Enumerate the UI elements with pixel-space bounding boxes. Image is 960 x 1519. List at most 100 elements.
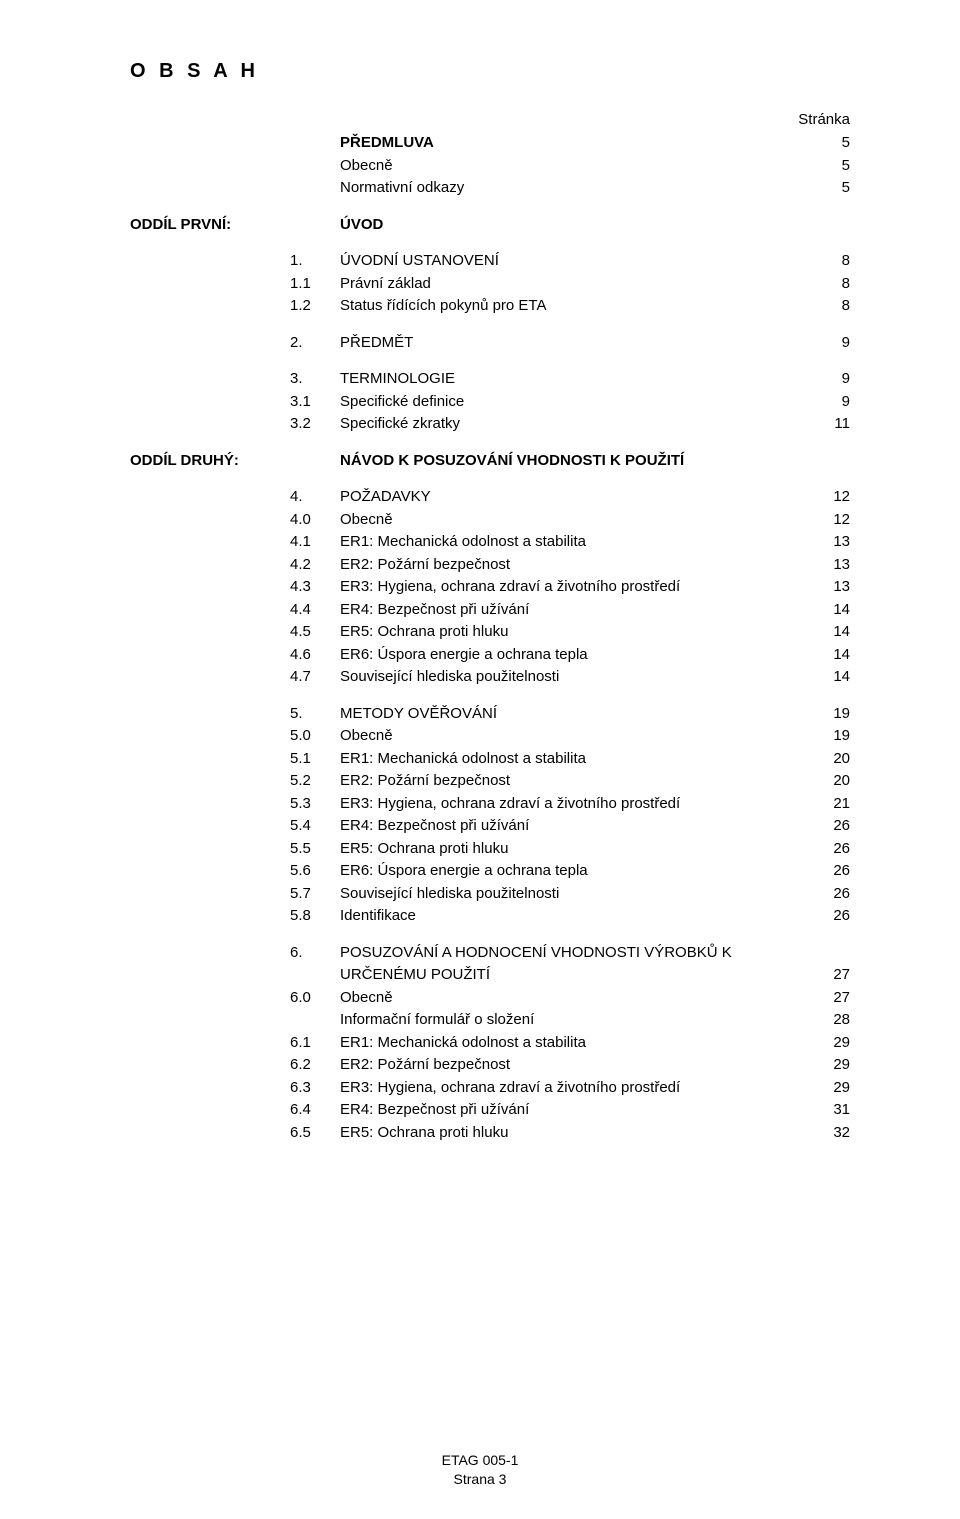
doc-title: O B S A H: [130, 60, 850, 83]
toc-row: 4.1ER1: Mechanická odolnost a stabilita1…: [130, 531, 850, 554]
toc-row: 4.5ER5: Ochrana proti hluku14: [130, 621, 850, 644]
toc-num: 4.1: [290, 531, 340, 554]
toc-row: 1. ÚVODNÍ USTANOVENÍ 8: [130, 250, 850, 273]
toc-num: 2.: [290, 332, 340, 355]
toc-row: 6.3ER3: Hygiena, ochrana zdraví a životn…: [130, 1077, 850, 1100]
toc-label: ER3: Hygiena, ochrana zdraví a životního…: [340, 1077, 810, 1100]
toc-label: ER6: Úspora energie a ochrana tepla: [340, 860, 810, 883]
toc-label: METODY OVĚŘOVÁNÍ: [340, 703, 810, 726]
toc-num: 6.4: [290, 1099, 340, 1122]
toc-row: PŘEDMLUVA 5: [130, 132, 850, 155]
toc-label: ER2: Požární bezpečnost: [340, 770, 810, 793]
toc-num: 5.3: [290, 793, 340, 816]
part-title: NÁVOD K POSUZOVÁNÍ VHODNOSTI K POUŽITÍ: [340, 450, 810, 473]
toc-row: 1.2 Status řídících pokynů pro ETA 8: [130, 295, 850, 318]
toc-label: ER5: Ochrana proti hluku: [340, 621, 810, 644]
toc-label: ER5: Ochrana proti hluku: [340, 1122, 810, 1145]
toc-page: 26: [810, 883, 850, 906]
page: O B S A H Stránka PŘEDMLUVA 5 Obecně 5 N…: [0, 0, 960, 1519]
toc-page: 26: [810, 860, 850, 883]
part-title: ÚVOD: [340, 214, 810, 237]
toc-part-row: ODDÍL DRUHÝ: NÁVOD K POSUZOVÁNÍ VHODNOST…: [130, 450, 850, 473]
toc-row: 6.POSUZOVÁNÍ A HODNOCENÍ VHODNOSTI VÝROB…: [130, 942, 850, 987]
toc-page: 8: [810, 273, 850, 296]
toc-row: 3.1 Specifické definice 9: [130, 391, 850, 414]
toc-row: 6.1ER1: Mechanická odolnost a stabilita2…: [130, 1032, 850, 1055]
toc-page: 29: [810, 1077, 850, 1100]
toc-row: 6.4ER4: Bezpečnost při užívání31: [130, 1099, 850, 1122]
toc-row: 5.1ER1: Mechanická odolnost a stabilita2…: [130, 748, 850, 771]
toc-num: 4.5: [290, 621, 340, 644]
toc-page: 12: [810, 509, 850, 532]
toc-page: 31: [810, 1099, 850, 1122]
toc-num: 1.2: [290, 295, 340, 318]
toc-num: 5.5: [290, 838, 340, 861]
toc-label: Obecně: [340, 155, 810, 178]
toc-num: 5.4: [290, 815, 340, 838]
toc-page: 5: [810, 132, 850, 155]
toc-page: 27: [810, 987, 850, 1010]
toc-row: 4.2ER2: Požární bezpečnost13: [130, 554, 850, 577]
toc-page: 5: [810, 177, 850, 200]
toc-row: 4.6ER6: Úspora energie a ochrana tepla14: [130, 644, 850, 667]
toc-page: 9: [810, 368, 850, 391]
toc-label: ER3: Hygiena, ochrana zdraví a životního…: [340, 576, 810, 599]
toc-row: 5.7Související hlediska použitelnosti26: [130, 883, 850, 906]
toc-row: 3.2 Specifické zkratky 11: [130, 413, 850, 436]
toc-page: 29: [810, 1054, 850, 1077]
toc-num: 6.1: [290, 1032, 340, 1055]
toc-page: 21: [810, 793, 850, 816]
toc-page: 13: [810, 531, 850, 554]
toc-label: Právní základ: [340, 273, 810, 296]
toc-page: 14: [810, 666, 850, 689]
toc-label: ER2: Požární bezpečnost: [340, 554, 810, 577]
toc-row: 6.0Obecně27: [130, 987, 850, 1010]
toc-label: ER4: Bezpečnost při užívání: [340, 1099, 810, 1122]
toc-label: ER1: Mechanická odolnost a stabilita: [340, 531, 810, 554]
toc-row: 4.0Obecně12: [130, 509, 850, 532]
toc-page: 9: [810, 332, 850, 355]
toc-label: Specifické zkratky: [340, 413, 810, 436]
toc-row: 4.3ER3: Hygiena, ochrana zdraví a životn…: [130, 576, 850, 599]
toc-num: 4.6: [290, 644, 340, 667]
toc-label: Obecně: [340, 509, 810, 532]
toc-row: 3. TERMINOLOGIE 9: [130, 368, 850, 391]
toc-page: 14: [810, 599, 850, 622]
toc-num: 6.0: [290, 987, 340, 1010]
toc-row: 5.6ER6: Úspora energie a ochrana tepla26: [130, 860, 850, 883]
toc-row: Informační formulář o složení28: [130, 1009, 850, 1032]
toc-page: 19: [810, 725, 850, 748]
toc-row: 5.5ER5: Ochrana proti hluku26: [130, 838, 850, 861]
toc-row: 6.5ER5: Ochrana proti hluku32: [130, 1122, 850, 1145]
toc-row: 5.0Obecně19: [130, 725, 850, 748]
toc-label: Identifikace: [340, 905, 810, 928]
toc-num: 3.: [290, 368, 340, 391]
toc-page: 19: [810, 703, 850, 726]
footer: ETAG 005-1 Strana 3: [0, 1451, 960, 1489]
toc-label: ER3: Hygiena, ochrana zdraví a životního…: [340, 793, 810, 816]
toc-num: 5.0: [290, 725, 340, 748]
toc-label: ER1: Mechanická odolnost a stabilita: [340, 1032, 810, 1055]
stranka-label: Stránka: [130, 111, 850, 128]
toc-page: 5: [810, 155, 850, 178]
toc-row: Normativní odkazy 5: [130, 177, 850, 200]
toc-page: 29: [810, 1032, 850, 1055]
toc-num: 4.7: [290, 666, 340, 689]
toc-num: 5.: [290, 703, 340, 726]
part-label: ODDÍL PRVNÍ:: [130, 214, 290, 237]
toc-row: 2. PŘEDMĚT 9: [130, 332, 850, 355]
toc-label: ER2: Požární bezpečnost: [340, 1054, 810, 1077]
toc-num: 5.8: [290, 905, 340, 928]
toc-label: ÚVODNÍ USTANOVENÍ: [340, 250, 810, 273]
toc-label: Informační formulář o složení: [340, 1009, 810, 1032]
toc-row: 6.2ER2: Požární bezpečnost29: [130, 1054, 850, 1077]
toc-page: 13: [810, 576, 850, 599]
toc-page: 9: [810, 391, 850, 414]
toc-num: 3.1: [290, 391, 340, 414]
toc-row: 4.7Související hlediska použitelnosti14: [130, 666, 850, 689]
toc-label: ER4: Bezpečnost při užívání: [340, 599, 810, 622]
footer-line-1: ETAG 005-1: [0, 1451, 960, 1470]
toc-page: 28: [810, 1009, 850, 1032]
toc-row: 5.4ER4: Bezpečnost při užívání26: [130, 815, 850, 838]
toc-num: 5.6: [290, 860, 340, 883]
